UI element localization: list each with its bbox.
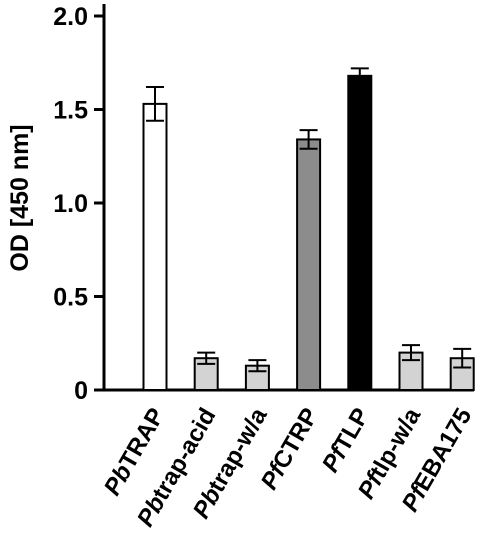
y-tick-label: 0 — [74, 377, 88, 405]
y-tick-label: 2.0 — [53, 3, 88, 31]
y-tick-label: 1.5 — [53, 97, 88, 125]
bar — [296, 138, 322, 391]
y-tick-label: 0.5 — [53, 284, 88, 312]
x-axis-labels: PbTRAPPbtrap-acidPbtrap-w/aPfCTRPPfTLPPf… — [99, 403, 478, 531]
y-axis-label: OD [450 nm] — [6, 124, 34, 271]
bar — [142, 102, 168, 391]
error-bars — [146, 67, 472, 373]
bar — [347, 74, 373, 391]
bars — [142, 74, 475, 392]
y-tick-label: 1.0 — [53, 190, 88, 218]
